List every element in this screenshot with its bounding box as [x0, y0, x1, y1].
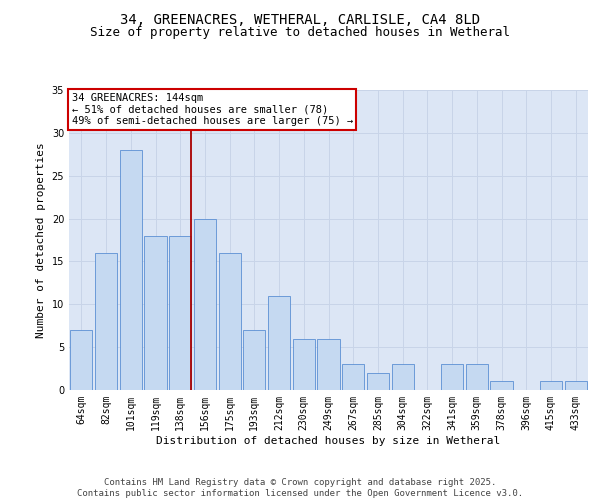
Bar — [119, 150, 142, 390]
Bar — [490, 382, 512, 390]
Bar — [95, 253, 117, 390]
Bar — [243, 330, 265, 390]
Bar — [218, 253, 241, 390]
X-axis label: Distribution of detached houses by size in Wetheral: Distribution of detached houses by size … — [157, 436, 500, 446]
Text: 34, GREENACRES, WETHERAL, CARLISLE, CA4 8LD: 34, GREENACRES, WETHERAL, CARLISLE, CA4 … — [120, 12, 480, 26]
Bar — [317, 338, 340, 390]
Bar — [268, 296, 290, 390]
Bar — [540, 382, 562, 390]
Bar — [293, 338, 315, 390]
Text: Contains HM Land Registry data © Crown copyright and database right 2025.
Contai: Contains HM Land Registry data © Crown c… — [77, 478, 523, 498]
Bar — [194, 218, 216, 390]
Bar — [367, 373, 389, 390]
Bar — [466, 364, 488, 390]
Text: 34 GREENACRES: 144sqm
← 51% of detached houses are smaller (78)
49% of semi-deta: 34 GREENACRES: 144sqm ← 51% of detached … — [71, 93, 353, 126]
Bar — [392, 364, 414, 390]
Bar — [441, 364, 463, 390]
Bar — [70, 330, 92, 390]
Bar — [565, 382, 587, 390]
Bar — [342, 364, 364, 390]
Bar — [145, 236, 167, 390]
Bar — [169, 236, 191, 390]
Y-axis label: Number of detached properties: Number of detached properties — [36, 142, 46, 338]
Text: Size of property relative to detached houses in Wetheral: Size of property relative to detached ho… — [90, 26, 510, 39]
